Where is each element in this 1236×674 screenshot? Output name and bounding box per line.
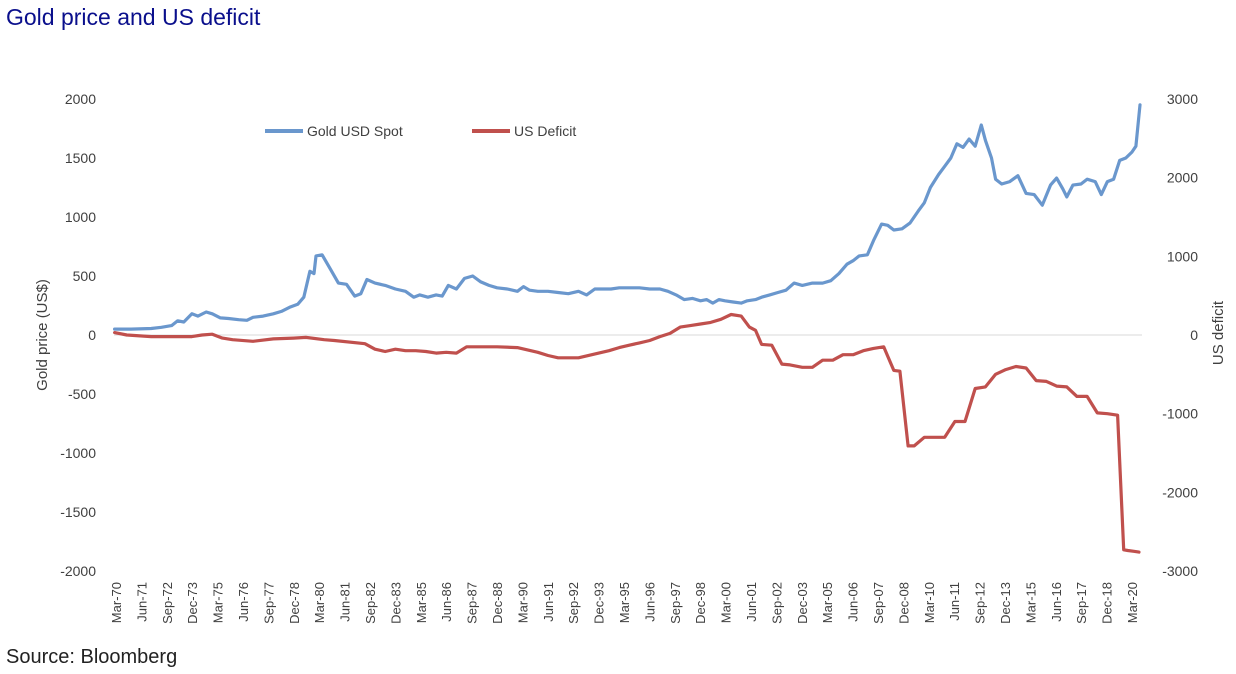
x-tick-label: Dec-78 (287, 582, 302, 624)
y-tick-left-label: 500 (73, 268, 97, 284)
series-line-deficit (112, 312, 1141, 554)
series-line-gold (112, 103, 1142, 331)
x-tick-label: Sep-77 (261, 582, 276, 624)
y-tick-right-label: 1000 (1167, 248, 1198, 264)
y-axis-right-title: US deficit (1210, 300, 1227, 365)
legend-label-gold: Gold USD Spot (307, 123, 403, 139)
x-tick-label: Jun-16 (1049, 582, 1064, 622)
x-tick-label: Dec-03 (795, 582, 810, 624)
x-tick-label: Sep-92 (566, 582, 581, 624)
y-tick-left-label: 1500 (65, 150, 96, 166)
x-tick-label: Mar-95 (617, 582, 632, 623)
x-tick-label: Jun-96 (642, 582, 657, 622)
x-tick-label: Jun-86 (439, 582, 454, 622)
x-tick-label: Jun-81 (338, 582, 353, 622)
x-tick-label: Dec-98 (693, 582, 708, 624)
y-tick-left-label: 0 (88, 327, 96, 343)
x-tick-label: Sep-82 (363, 582, 378, 624)
x-tick-label: Mar-70 (109, 582, 124, 623)
x-tick-label: Jun-71 (134, 582, 149, 622)
y-tick-right-label: -2000 (1162, 484, 1198, 500)
x-tick-label: Mar-15 (1023, 582, 1038, 623)
y-axis-left-title: Gold price (US$) (34, 279, 51, 391)
legend-label-deficit: US Deficit (514, 123, 576, 139)
legend: Gold USD Spot US Deficit (265, 123, 576, 139)
y-tick-right-label: -3000 (1162, 563, 1198, 579)
y-tick-left-label: -2000 (60, 563, 96, 579)
y-tick-left-label: -1000 (60, 445, 96, 461)
x-tick-label: Jun-91 (541, 582, 556, 622)
x-tick-label: Sep-87 (465, 582, 480, 624)
x-tick-label: Sep-72 (160, 582, 175, 624)
x-tick-label: Mar-05 (820, 582, 835, 623)
y-tick-left-label: -1500 (60, 504, 96, 520)
x-tick-label: Dec-93 (592, 582, 607, 624)
x-tick-label: Jun-01 (744, 582, 759, 622)
x-tick-label: Mar-10 (922, 582, 937, 623)
x-tick-label: Dec-88 (490, 582, 505, 624)
x-tick-label: Jun-76 (236, 582, 251, 622)
y-axis-left: 2000 1500 1000 500 0 -500 -1000 -1500 -2000 (60, 91, 96, 579)
x-tick-label: Mar-75 (211, 582, 226, 623)
y-tick-right-label: 2000 (1167, 170, 1198, 186)
x-axis: Mar-70 Jun-71 Sep-72 Dec-73 Mar-75 Jun-76 Sep-… (109, 582, 1140, 624)
y-tick-right-label: 0 (1190, 327, 1198, 343)
x-tick-label: Mar-00 (719, 582, 734, 623)
source-note: Source: Bloomberg (6, 646, 178, 668)
x-tick-label: Sep-97 (668, 582, 683, 624)
x-tick-label: Dec-83 (388, 582, 403, 624)
y-tick-left-label: -500 (68, 386, 96, 402)
y-tick-left-label: 1000 (65, 209, 96, 225)
y-axis-right: 3000 2000 1000 0 -1000 -2000 -3000 (1162, 91, 1198, 579)
y-tick-right-label: -1000 (1162, 406, 1198, 422)
y-tick-left-label: 2000 (65, 91, 96, 107)
y-tick-right-label: 3000 (1167, 91, 1198, 107)
x-tick-label: Dec-18 (1100, 582, 1115, 624)
x-tick-label: Mar-20 (1125, 582, 1140, 623)
x-tick-label: Sep-12 (973, 582, 988, 624)
x-tick-label: Sep-07 (871, 582, 886, 624)
series-layer (112, 103, 1142, 554)
x-tick-label: Dec-08 (896, 582, 911, 624)
x-tick-label: Dec-13 (998, 582, 1013, 624)
x-tick-label: Jun-06 (846, 582, 861, 622)
page-title: Gold price and US deficit (6, 4, 261, 30)
x-tick-label: Dec-73 (185, 582, 200, 624)
x-tick-label: Sep-02 (769, 582, 784, 624)
x-tick-label: Mar-80 (312, 582, 327, 623)
x-tick-label: Jun-11 (947, 582, 962, 621)
x-tick-label: Mar-85 (414, 582, 429, 623)
x-tick-label: Sep-17 (1074, 582, 1089, 624)
x-tick-label: Mar-90 (515, 582, 530, 623)
